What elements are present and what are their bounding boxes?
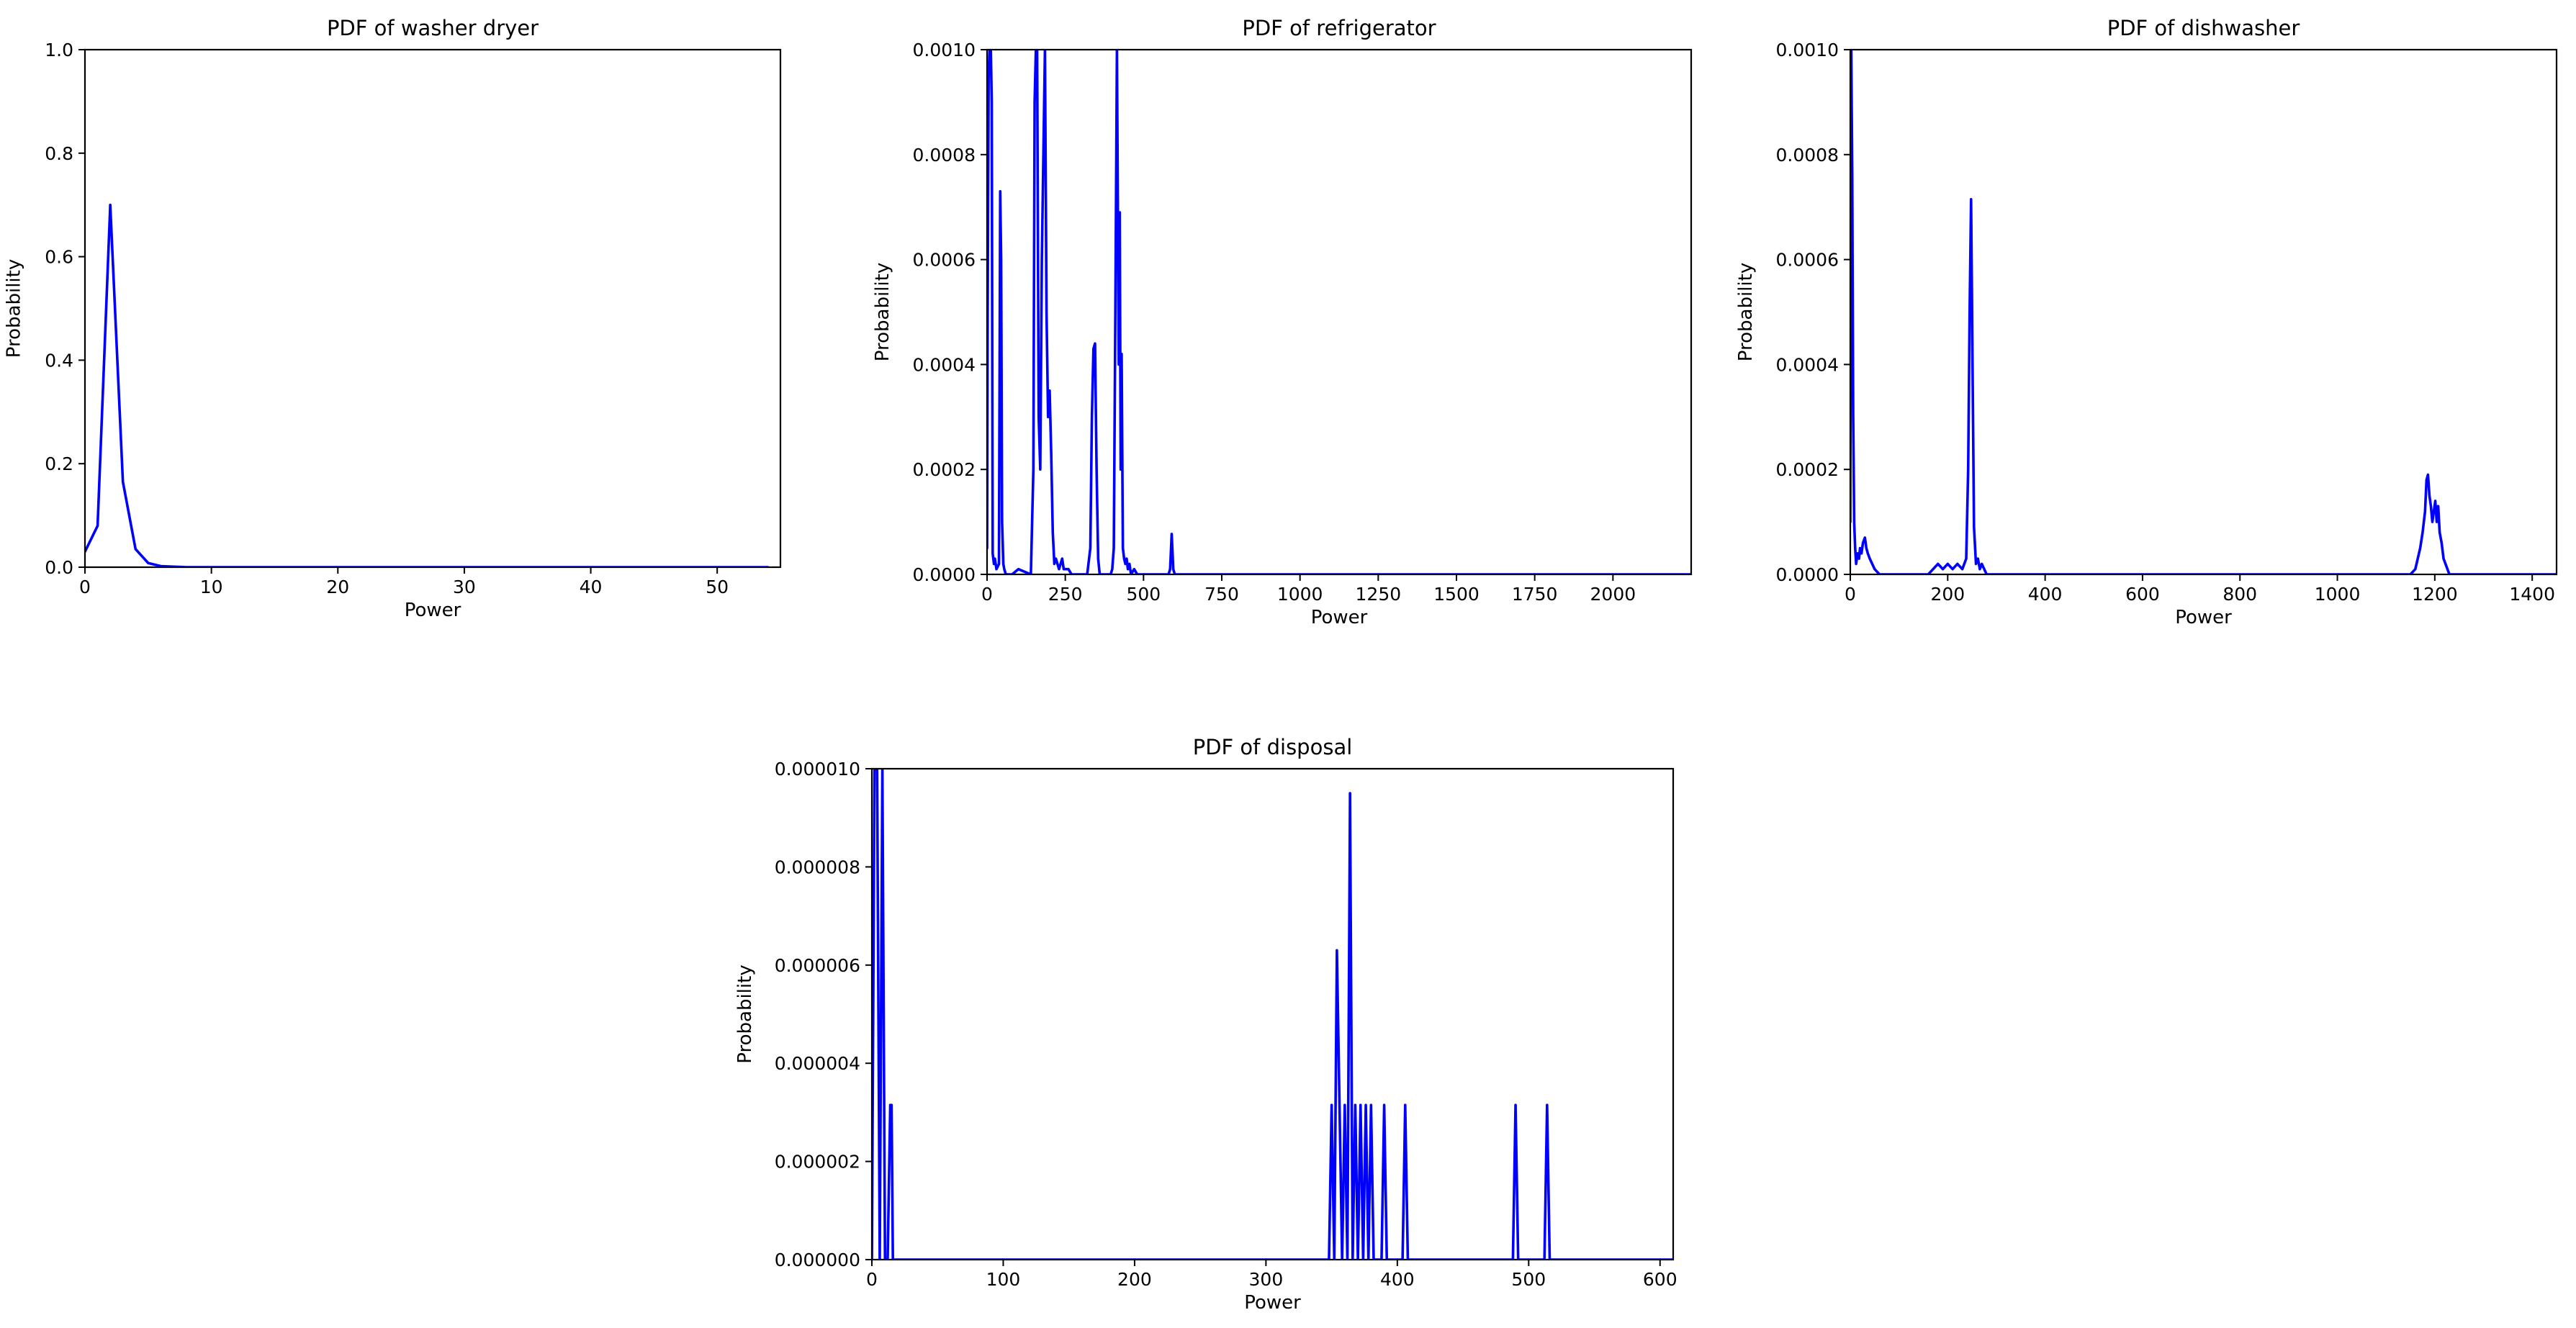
chart2-ytick-label: 0.0010: [913, 40, 976, 60]
chart4-plot-frame: [870, 767, 1675, 1261]
chart4-series-line-1: [872, 769, 1673, 1260]
chart4-xlabel: Power: [1244, 1292, 1301, 1314]
chart4-ytick-label: 0.000010: [775, 759, 860, 780]
chart3-xtick-label: 200: [1930, 584, 1965, 605]
chart4-xtick-label: 100: [986, 1269, 1021, 1290]
chart1-xtick-label: 40: [580, 577, 603, 597]
chart2-plot-frame: [986, 48, 1693, 576]
chart4-ytick-label: 0.000008: [775, 857, 860, 877]
chart4-ytick-label: 0.000000: [775, 1250, 860, 1270]
chart4-xtick-label: 400: [1380, 1269, 1415, 1290]
chart4-ytick-label: 0.000002: [775, 1152, 860, 1173]
chart3-ytick-label: 0.0002: [1776, 459, 1839, 480]
chart2-xtick-label: 1000: [1277, 584, 1323, 605]
chart1-xlabel: Power: [405, 600, 461, 621]
chart2-xtick-label: 1500: [1433, 584, 1480, 605]
chart2-xtick-label: 250: [1048, 584, 1083, 605]
chart4-xtick-label: 300: [1249, 1269, 1284, 1290]
chart1-xtick-label: 20: [326, 577, 349, 597]
chart2-title: PDF of refrigerator: [1242, 16, 1436, 40]
chart3-xtick-label: 600: [2125, 584, 2160, 605]
chart3-series-line-1: [1850, 50, 2557, 574]
chart1-title: PDF of washer dryer: [327, 16, 539, 40]
chart1-xtick-label: 30: [453, 577, 476, 597]
chart2-xtick-label: 0: [981, 584, 993, 605]
chart4-xtick-label: 0: [866, 1269, 878, 1290]
chart2-ytick-label: 0.0006: [913, 250, 976, 271]
chart4-xtick-label: 200: [1117, 1269, 1152, 1290]
chart3-plot-frame: [1849, 48, 2558, 576]
chart3-title: PDF of dishwasher: [2107, 16, 2300, 40]
chart2-ytick-label: 0.0004: [913, 354, 976, 375]
chart1-ytick-label: 0.6: [45, 247, 73, 268]
chart1-ytick-label: 0.2: [45, 453, 73, 474]
chart3-xtick-label: 0: [1845, 584, 1856, 605]
chart1-xtick-label: 10: [200, 577, 223, 597]
chart2-xtick-label: 2000: [1590, 584, 1636, 605]
chart3-xlabel: Power: [2175, 607, 2232, 628]
chart2-xtick-label: 1250: [1356, 584, 1402, 605]
chart2-ytick-label: 0.0002: [913, 459, 976, 480]
chart3-xtick-label: 1400: [2509, 584, 2555, 605]
chart2-xtick-label: 1750: [1512, 584, 1558, 605]
chart3-ylabel: Probability: [1735, 263, 1757, 361]
chart3-xtick-label: 400: [2028, 584, 2063, 605]
chart2-ytick-label: 0.0000: [913, 564, 976, 585]
chart3-ytick-label: 0.0010: [1776, 40, 1839, 60]
chart1-series-line-1: [85, 203, 770, 567]
chart3-xtick-label: 1000: [2315, 584, 2361, 605]
chart2-ylabel: Probability: [872, 263, 893, 361]
chart4-ylabel: Probability: [734, 965, 756, 1063]
chart1-xtick-label: 0: [79, 577, 91, 597]
chart1-ylabel: Probability: [4, 259, 25, 358]
chart3-ytick-label: 0.0008: [1776, 145, 1839, 166]
chart4-ytick-label: 0.000006: [775, 955, 860, 976]
chart2-ytick-label: 0.0008: [913, 145, 976, 166]
chart4-panel: 0 100 200 300 400 500 600 0.000000 0.000002 0.000…: [734, 735, 1677, 1314]
chart3-panel: 0 200 400 600 800 1000 1200 1400 0.0000 0.0002 0.0…: [1735, 16, 2558, 628]
chart1-ytick-label: 0.0: [45, 557, 73, 578]
chart2-xtick-label: 750: [1204, 584, 1239, 605]
chart3-ytick-label: 0.0006: [1776, 250, 1839, 271]
chart1-panel: 0 10 20 30 40 50 0.0 0.2 0.4 0.6 0.8 1.0 PDF of wash…: [4, 16, 782, 621]
chart1-ytick-label: 0.4: [45, 350, 73, 371]
chart2-xtick-label: 500: [1126, 584, 1161, 605]
chart3-xtick-label: 1200: [2412, 584, 2458, 605]
chart1-xtick-label: 50: [706, 577, 729, 597]
chart4-xtick-label: 600: [1643, 1269, 1677, 1290]
chart1-ytick-label: 0.8: [45, 143, 73, 164]
chart3-xtick-label: 800: [2223, 584, 2257, 605]
chart1-ytick-label: 1.0: [45, 40, 73, 60]
chart2-panel: 0 250 500 750 1000 1250 1500 1750 2000 0.0000 0.00…: [872, 16, 1693, 628]
chart1-plot-frame: [84, 48, 782, 569]
chart4-ytick-label: 0.000004: [775, 1053, 860, 1074]
chart3-ytick-label: 0.0004: [1776, 354, 1839, 375]
chart3-ytick-label: 0.0000: [1776, 564, 1839, 585]
chart2-xlabel: Power: [1311, 607, 1368, 628]
chart4-title: PDF of disposal: [1193, 735, 1353, 759]
chart4-xtick-label: 500: [1511, 1269, 1546, 1290]
chart2-series-line-1: [987, 50, 1691, 574]
